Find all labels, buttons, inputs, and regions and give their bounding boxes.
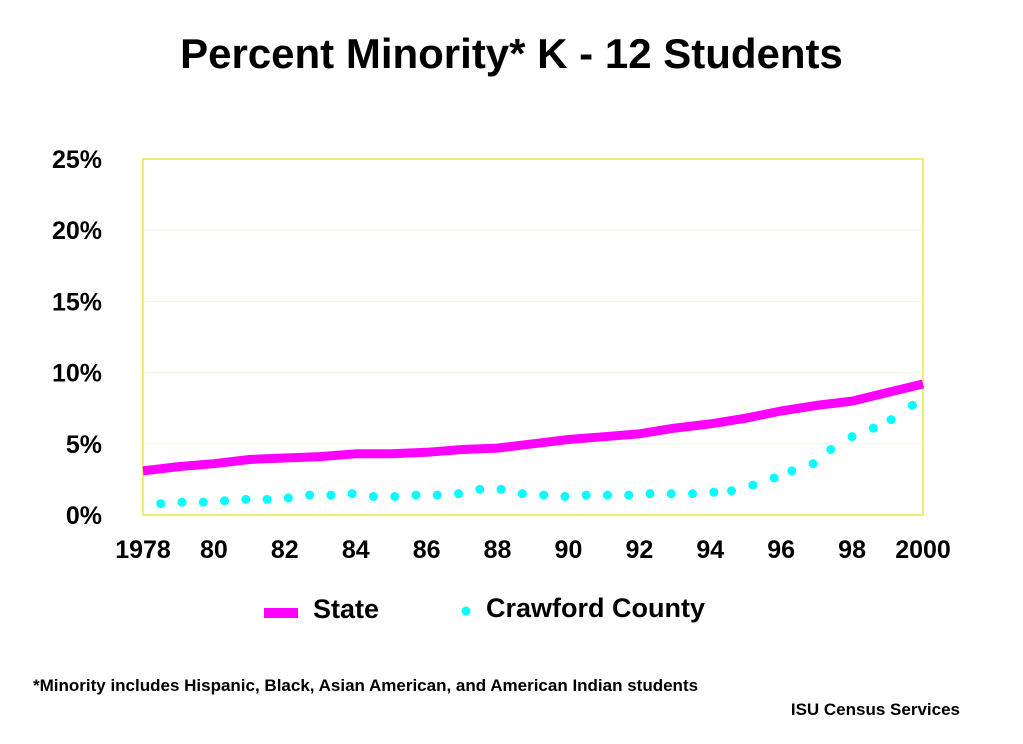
legend-label-state: State (313, 594, 379, 624)
series-point-crawford-county (368, 491, 378, 501)
series-point-crawford-county (808, 459, 818, 469)
series-point-crawford-county (177, 497, 187, 507)
chart-title: Percent Minority* K - 12 Students (180, 30, 843, 77)
series-point-crawford-county (602, 490, 612, 500)
x-axis-ticks: 1978 80 82 84 86 88 90 92 94 96 98 2000 (115, 536, 951, 564)
x-tick-label: 86 (413, 536, 441, 564)
plot-frame (142, 158, 924, 516)
series-point-crawford-county (156, 499, 166, 509)
y-tick-label: 15% (52, 288, 102, 316)
legend-swatch-state (264, 608, 298, 618)
series-point-crawford-county (868, 423, 878, 433)
series-point-crawford-county (826, 444, 836, 454)
series-point-crawford-county (454, 489, 464, 499)
x-tick-label: 1978 (115, 536, 171, 564)
series-point-crawford-county (787, 466, 797, 476)
series-point-crawford-county (727, 486, 737, 496)
series-point-crawford-county (475, 484, 485, 494)
series-point-crawford-county (748, 480, 758, 490)
series-point-crawford-county (390, 491, 400, 501)
x-tick-label: 90 (555, 536, 583, 564)
y-tick-label: 0% (66, 502, 102, 530)
y-tick-label: 25% (52, 146, 102, 174)
x-tick-label: 96 (767, 536, 795, 564)
series-layer (142, 379, 925, 509)
series-point-crawford-county (907, 400, 917, 410)
x-tick-label: 2000 (895, 536, 951, 564)
legend-label-crawford-county: Crawford County (486, 593, 705, 623)
series-point-crawford-county (283, 493, 293, 503)
x-tick-label: 94 (696, 536, 724, 564)
series-point-crawford-county (198, 497, 208, 507)
footnote: *Minority includes Hispanic, Black, Asia… (33, 676, 699, 695)
x-tick-label: 82 (271, 536, 299, 564)
y-axis-ticks: 0% 5% 10% 15% 20% 25% (52, 146, 102, 530)
series-point-crawford-county (709, 487, 719, 497)
series-point-crawford-county (581, 490, 591, 500)
x-tick-label: 92 (625, 536, 653, 564)
x-tick-label: 84 (342, 536, 370, 564)
legend-swatch-crawford-county (461, 606, 471, 616)
series-point-crawford-county (539, 490, 549, 500)
series-point-crawford-county (769, 473, 779, 483)
series-point-crawford-county (688, 489, 698, 499)
x-tick-label: 88 (484, 536, 512, 564)
series-point-crawford-county (624, 490, 634, 500)
series-point-crawford-county (432, 490, 442, 500)
series-point-crawford-county (305, 490, 315, 500)
series-point-crawford-county (241, 494, 251, 504)
series-point-crawford-county (517, 489, 527, 499)
x-tick-label: 80 (200, 536, 228, 564)
grid-lines (143, 158, 923, 445)
x-tick-label: 98 (838, 536, 866, 564)
y-tick-label: 5% (66, 431, 102, 459)
source-credit: ISU Census Services (790, 700, 960, 719)
legend: State Crawford County (264, 593, 705, 624)
series-point-crawford-county (666, 489, 676, 499)
series-point-crawford-county (220, 496, 230, 506)
y-tick-label: 10% (52, 360, 102, 388)
series-point-crawford-county (847, 432, 857, 442)
series-point-crawford-county (645, 489, 655, 499)
y-tick-label: 20% (52, 217, 102, 245)
series-line-state (142, 379, 925, 476)
series-point-crawford-county (560, 491, 570, 501)
series-point-crawford-county (262, 494, 272, 504)
series-point-crawford-county (411, 490, 421, 500)
series-point-crawford-county (886, 415, 896, 425)
series-point-crawford-county (496, 484, 506, 494)
series-point-crawford-county (347, 489, 357, 499)
series-point-crawford-county (326, 490, 336, 500)
